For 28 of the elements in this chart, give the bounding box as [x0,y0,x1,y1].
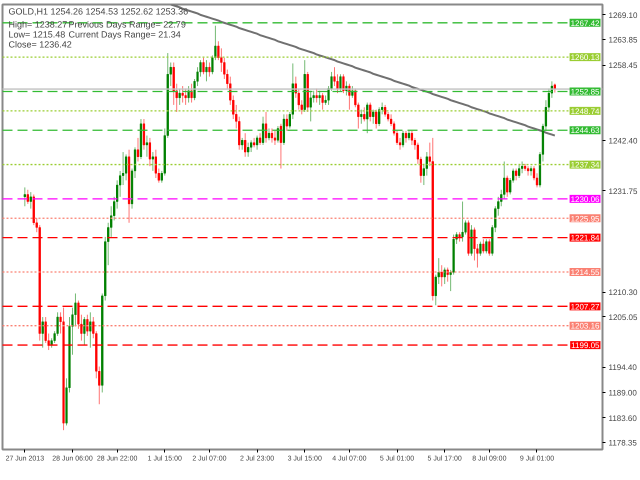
ref-line-label: 1244.63 [570,126,600,136]
annotation: Low= 1215.48 [8,30,66,40]
y-tick-label: 1205.05 [608,312,638,322]
ref-line-label: 1214.55 [570,268,600,278]
ref-line-label: 1252.85 [570,87,600,96]
annotation: Current Days Range= 21.34 [68,30,181,40]
y-tick-label: 1210.30 [608,288,638,298]
ref-line-label: 1267.42 [570,18,600,28]
chart-title: GOLD,H1 1254.26 1254.53 1252.62 1253.36 [8,6,188,16]
y-tick-label: 1178.35 [608,438,638,448]
annotation: Close= 1236.42 [8,40,72,50]
y-tick-label: 1258.45 [608,61,638,70]
ref-line-label: 1221.84 [570,234,600,243]
ref-line-label: 1248.74 [570,106,600,116]
ref-line-label: 1199.05 [571,341,600,350]
y-tick-label: 1183.60 [608,414,638,423]
y-tick-label: 1263.85 [608,36,638,45]
y-tick-label: 1189.00 [608,388,638,398]
ref-line-label: 1207.27 [570,302,600,312]
ref-line-label: 1203.16 [570,322,600,331]
y-tick-label: 1194.40 [608,363,638,372]
ref-line-label: 1237.34 [570,160,600,170]
ref-line-label: 1230.06 [570,194,600,204]
y-tick-label: 1242.40 [608,136,638,146]
y-tick-label: 1231.75 [608,186,638,196]
ref-line-label: 1225.95 [570,214,600,224]
ref-line-label: 1260.13 [570,53,600,62]
y-tick-label: 1269.10 [608,10,638,20]
